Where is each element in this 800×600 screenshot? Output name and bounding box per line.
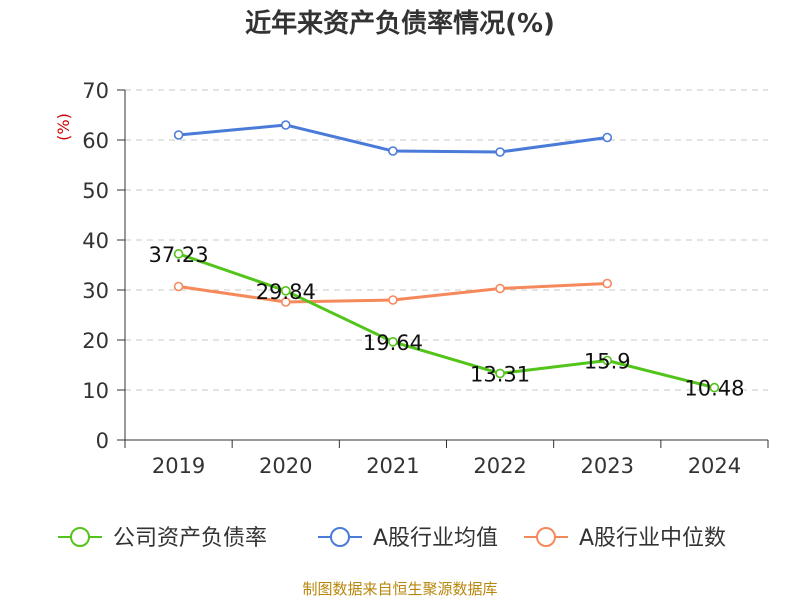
legend-marker-0 bbox=[70, 527, 90, 547]
data-label-2022: 13.31 bbox=[470, 362, 530, 386]
series-2-point-2022 bbox=[495, 283, 505, 294]
series-group bbox=[173, 120, 720, 393]
data-labels: 37.23 29.84 19.64 13.31 15.9 10.48 bbox=[149, 243, 745, 401]
y-tick-label-70: 70 bbox=[82, 79, 109, 103]
series-1-point-2019 bbox=[173, 130, 184, 140]
series-1-point-2021 bbox=[388, 146, 398, 156]
series-2-point-2023 bbox=[602, 278, 613, 289]
y-tick-label-50: 50 bbox=[82, 179, 109, 203]
y-tick-label-10: 10 bbox=[82, 379, 109, 403]
axes bbox=[124, 90, 768, 441]
legend-marker-2 bbox=[536, 527, 556, 547]
series-0-point-2022 bbox=[495, 368, 505, 379]
series-2-point-2019 bbox=[173, 281, 184, 292]
y-axis-ticks: 0 10 20 30 40 50 60 70 bbox=[82, 79, 125, 453]
x-tick-label-2023: 2023 bbox=[581, 454, 634, 478]
data-label-2020: 29.84 bbox=[256, 280, 316, 304]
x-tick-label-2022: 2022 bbox=[473, 454, 526, 478]
series-1-point-2022 bbox=[495, 147, 505, 157]
chart-title: 近年来资产负债率情况(%) bbox=[245, 8, 555, 39]
data-label-2021: 19.64 bbox=[363, 331, 423, 355]
series-0-point-2020 bbox=[280, 285, 291, 296]
y-axis-unit-label: (%) bbox=[54, 113, 73, 141]
source-note: 制图数据来自恒生聚源数据库 bbox=[302, 580, 497, 598]
data-label-2019: 37.23 bbox=[149, 243, 209, 267]
x-tick-label-2020: 2020 bbox=[259, 454, 312, 478]
legend-label-2: A股行业中位数 bbox=[579, 526, 726, 551]
y-tick-label-60: 60 bbox=[82, 129, 109, 153]
legend-label-0: 公司资产负债率 bbox=[113, 526, 267, 551]
y-tick-label-40: 40 bbox=[82, 229, 109, 253]
data-label-2024: 10.48 bbox=[684, 377, 744, 401]
legend: 公司资产负债率 A股行业均值 A股行业中位数 bbox=[58, 526, 726, 551]
y-tick-label-20: 20 bbox=[82, 329, 109, 353]
data-label-2023: 15.9 bbox=[584, 350, 631, 374]
series-0-point-2024 bbox=[709, 382, 720, 393]
x-tick-label-2019: 2019 bbox=[152, 454, 205, 478]
x-axis-ticks: 2019 2020 2021 2022 2023 2024 bbox=[124, 440, 769, 478]
series-1-point-2023 bbox=[602, 132, 613, 143]
series-0-point-2019 bbox=[173, 249, 184, 259]
legend-label-1: A股行业均值 bbox=[373, 526, 498, 551]
y-tick-label-0: 0 bbox=[96, 429, 109, 453]
series-line-0 bbox=[177, 252, 716, 390]
series-2-point-2021 bbox=[388, 295, 398, 305]
series-0-point-2021 bbox=[388, 336, 398, 347]
series-0-point-2023 bbox=[602, 355, 613, 366]
y-tick-label-30: 30 bbox=[82, 279, 109, 303]
series-1-point-2020 bbox=[280, 120, 291, 130]
x-tick-label-2021: 2021 bbox=[366, 454, 419, 478]
legend-marker-1 bbox=[330, 527, 350, 547]
series-2-point-2020 bbox=[280, 297, 291, 307]
gridlines bbox=[125, 89, 768, 391]
x-tick-label-2024: 2024 bbox=[688, 454, 741, 478]
